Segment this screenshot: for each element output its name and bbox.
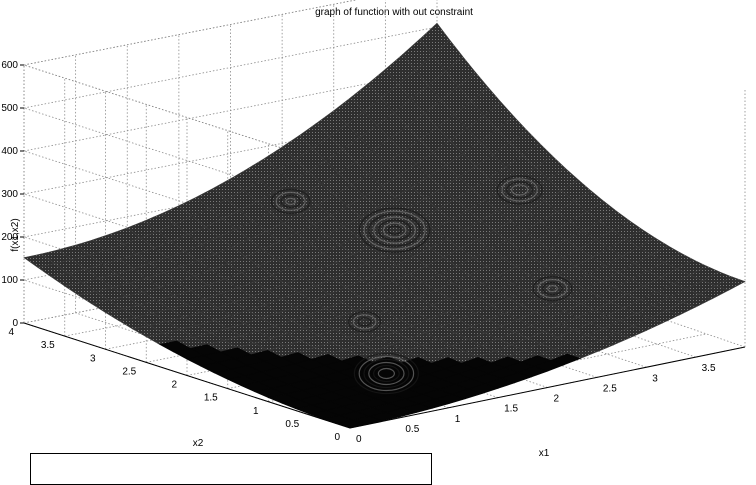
- moire-ring: [511, 184, 529, 196]
- x1-tick-label: 0: [356, 434, 362, 445]
- moire-ring: [358, 207, 431, 253]
- x1-tick-label: 2: [554, 394, 560, 405]
- x2-tick-label: 2.5: [122, 366, 136, 377]
- x1-tick-label: 0.5: [405, 424, 419, 435]
- moire-ring: [542, 282, 563, 296]
- surface-cell: [335, 419, 368, 429]
- moire-ring: [363, 210, 426, 250]
- x2-axis-label: x2: [193, 438, 204, 449]
- z-tick-label: 200: [1, 232, 18, 243]
- moire-ring: [382, 222, 407, 238]
- moire-ring: [363, 358, 410, 389]
- x2-axis-line: [23, 322, 351, 429]
- x2-axis-ticks: 0 0.5 1 1.5 2 2.5 3 3.5 4: [8, 327, 340, 443]
- moire-ring: [352, 314, 377, 330]
- moire-ring: [280, 194, 301, 208]
- moire-ring: [275, 191, 306, 211]
- moire-ring: [377, 219, 412, 241]
- x2-tick-label: 4: [8, 327, 14, 338]
- surface-mesh: [23, 22, 746, 429]
- moire-ring: [387, 225, 402, 235]
- moire-ring: [368, 361, 405, 386]
- moire-ring: [501, 178, 538, 202]
- box-edge: [23, 0, 358, 66]
- moire-ring: [547, 285, 558, 293]
- moire-ring: [368, 213, 421, 247]
- moire-ring: [372, 364, 400, 383]
- moire-ring: [347, 311, 382, 333]
- moire-ring: [358, 355, 415, 392]
- moire-ring: [357, 317, 372, 327]
- chart-title: graph of function with out constraint: [315, 7, 473, 18]
- moire-ring: [270, 188, 311, 214]
- z-tick-label: 300: [1, 189, 18, 200]
- x1-axis-ticks: 0 0.5 1 1.5 2 2.5 3 3.5: [356, 363, 716, 445]
- z-tick-label: 500: [1, 103, 18, 114]
- z-tick-label: 600: [1, 60, 18, 71]
- z-tick-label: 0: [12, 318, 18, 329]
- x2-tick-label: 0: [334, 432, 340, 443]
- moire-ring: [373, 216, 416, 244]
- x1-tick-label: 3: [652, 373, 658, 384]
- moire-ring: [532, 276, 573, 302]
- x1-tick-label: 1: [455, 414, 461, 425]
- x2-tick-label: 2: [171, 380, 177, 391]
- z-tick-label: 400: [1, 146, 18, 157]
- moire-ring: [285, 197, 297, 205]
- z-axis-label: f(x1,x2): [10, 218, 21, 251]
- x1-tick-label: 2.5: [603, 383, 617, 394]
- x2-tick-label: 1.5: [204, 393, 218, 404]
- surface-plot: graph of function with out constraint 0 1…: [1, 0, 746, 459]
- x2-tick-label: 1: [253, 406, 259, 417]
- moire-ring: [377, 367, 395, 380]
- z-tick-label: 100: [1, 275, 18, 286]
- x1-axis-line: [349, 346, 746, 429]
- moire-ring: [506, 181, 534, 199]
- x2-tick-label: 3: [90, 353, 96, 364]
- caption-box: [30, 453, 432, 485]
- x1-tick-label: 1.5: [504, 404, 518, 415]
- x2-tick-label: 0.5: [285, 419, 299, 430]
- x1-tick-label: 3.5: [702, 363, 716, 374]
- moire-ring: [537, 279, 568, 299]
- x2-tick-label: 3.5: [41, 340, 55, 351]
- moire-ring: [496, 175, 543, 205]
- x1-axis-label: x1: [539, 448, 550, 459]
- moire-ring: [353, 352, 419, 395]
- z-axis-ticks: 0 100 200 300 400 500 600: [1, 60, 24, 329]
